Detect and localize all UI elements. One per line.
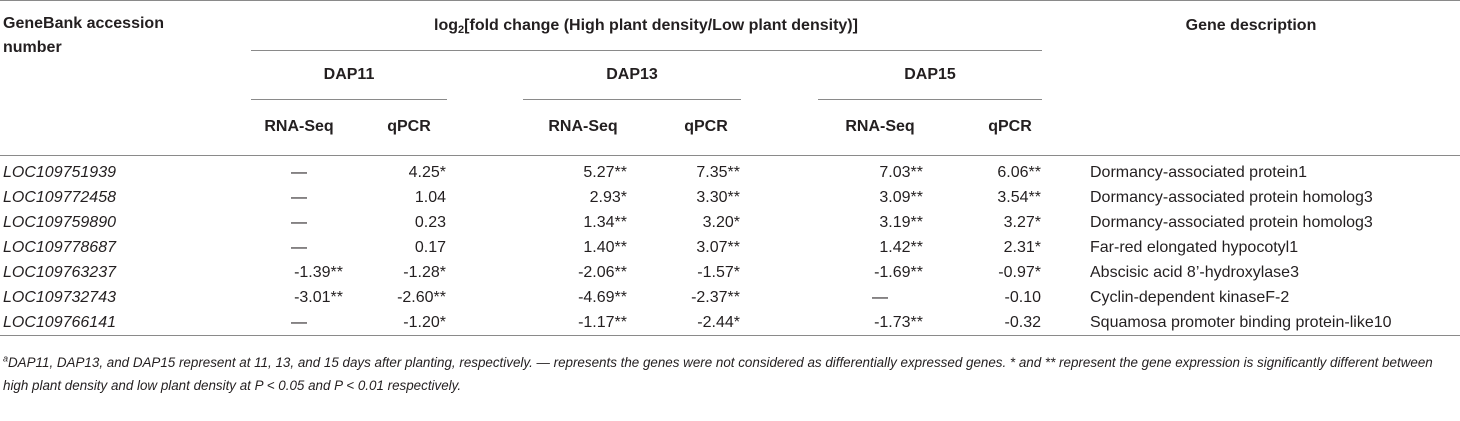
dap15-underline bbox=[818, 99, 1042, 100]
value-cell: 0.23 bbox=[414, 214, 446, 231]
value-cell: 3.54** bbox=[997, 189, 1041, 206]
accession-cell: LOC109778687 bbox=[3, 239, 116, 256]
value-cell: 1.04 bbox=[414, 189, 446, 206]
value-cell: 7.35** bbox=[696, 164, 740, 181]
value-cell: 3.07** bbox=[696, 239, 740, 256]
fold-change-subscript: 2 bbox=[458, 24, 465, 36]
description-cell: Abscisic acid 8’-hydroxylase3 bbox=[1090, 264, 1299, 281]
description-cell: Dormancy-associated protein1 bbox=[1090, 164, 1307, 181]
group-header-dap15: DAP15 bbox=[904, 66, 956, 83]
value-cell: 2.31* bbox=[1003, 239, 1041, 256]
value-cell: -0.10 bbox=[1004, 289, 1041, 306]
value-cell: — bbox=[872, 289, 888, 306]
fold-change-header: log2[fold change (High plant density/Low… bbox=[434, 15, 858, 41]
value-cell: 3.20* bbox=[702, 214, 740, 231]
value-cell: 1.34** bbox=[583, 214, 627, 231]
accession-cell: LOC109766141 bbox=[3, 314, 116, 331]
value-cell: -1.17** bbox=[578, 314, 627, 331]
column-header-qpcr: qPCR bbox=[387, 118, 431, 135]
dap13-underline bbox=[523, 99, 741, 100]
value-cell: -0.32 bbox=[1004, 314, 1041, 331]
accession-cell: LOC109763237 bbox=[3, 264, 116, 281]
description-cell: Dormancy-associated protein homolog3 bbox=[1090, 214, 1373, 231]
footnote-text: DAP11, DAP13, and DAP15 represent at 11,… bbox=[3, 355, 1433, 393]
value-cell: — bbox=[291, 214, 307, 231]
group-header-dap11: DAP11 bbox=[323, 66, 375, 83]
value-cell: 0.17 bbox=[414, 239, 446, 256]
value-cell: — bbox=[291, 189, 307, 206]
value-cell: -0.97* bbox=[998, 264, 1041, 281]
description-header: Gene description bbox=[1185, 17, 1317, 34]
value-cell: 7.03** bbox=[879, 164, 923, 181]
description-cell: Squamosa promoter binding protein-like10 bbox=[1090, 314, 1392, 331]
table-footnote: aDAP11, DAP13, and DAP15 represent at 11… bbox=[3, 351, 1458, 397]
value-cell: — bbox=[291, 239, 307, 256]
fold-change-suffix: [fold change (High plant density/Low pla… bbox=[464, 17, 858, 34]
value-cell: -2.37** bbox=[691, 289, 740, 306]
value-cell: — bbox=[291, 164, 307, 181]
column-header-qpcr: qPCR bbox=[988, 118, 1032, 135]
value-cell: 1.40** bbox=[583, 239, 627, 256]
value-cell: 3.27* bbox=[1003, 214, 1041, 231]
top-rule bbox=[0, 0, 1460, 1]
value-cell: 2.93* bbox=[589, 189, 627, 206]
value-cell: -3.01** bbox=[294, 289, 343, 306]
column-header-rnaseq: RNA-Seq bbox=[845, 118, 915, 135]
value-cell: 1.42** bbox=[879, 239, 923, 256]
value-cell: -1.73** bbox=[874, 314, 923, 331]
value-cell: -1.39** bbox=[294, 264, 343, 281]
value-cell: 4.25* bbox=[408, 164, 446, 181]
value-cell: 3.30** bbox=[696, 189, 740, 206]
value-cell: -2.06** bbox=[578, 264, 627, 281]
value-cell: -4.69** bbox=[578, 289, 627, 306]
value-cell: 3.09** bbox=[879, 189, 923, 206]
description-cell: Far-red elongated hypocotyl1 bbox=[1090, 239, 1299, 256]
accession-cell: LOC109732743 bbox=[3, 289, 116, 306]
dap11-underline bbox=[251, 99, 447, 100]
value-cell: -2.60** bbox=[397, 289, 446, 306]
accession-header: GeneBank accession number bbox=[3, 15, 164, 56]
column-header-qpcr: qPCR bbox=[684, 118, 728, 135]
description-cell: Dormancy-associated protein homolog3 bbox=[1090, 189, 1373, 206]
value-cell: 3.19** bbox=[879, 214, 923, 231]
value-cell: -1.28* bbox=[403, 264, 446, 281]
table-bottom-rule bbox=[0, 335, 1460, 336]
column-header-rnaseq: RNA-Seq bbox=[548, 118, 618, 135]
value-cell: — bbox=[291, 314, 307, 331]
value-cell: 6.06** bbox=[997, 164, 1041, 181]
accession-cell: LOC109759890 bbox=[3, 214, 116, 231]
fold-change-prefix: log bbox=[434, 17, 459, 34]
accession-cell: LOC109772458 bbox=[3, 189, 116, 206]
value-cell: 5.27** bbox=[583, 164, 627, 181]
header-bottom-rule bbox=[0, 155, 1460, 156]
column-header-rnaseq: RNA-Seq bbox=[264, 118, 334, 135]
value-cell: -1.20* bbox=[403, 314, 446, 331]
description-cell: Cyclin-dependent kinaseF-2 bbox=[1090, 289, 1290, 306]
group-header-dap13: DAP13 bbox=[606, 66, 658, 83]
value-cell: -2.44* bbox=[697, 314, 740, 331]
value-cell: -1.69** bbox=[874, 264, 923, 281]
fold-change-underline bbox=[251, 50, 1042, 51]
value-cell: -1.57* bbox=[697, 264, 740, 281]
accession-cell: LOC109751939 bbox=[3, 164, 116, 181]
footnote-marker: a bbox=[3, 353, 9, 364]
